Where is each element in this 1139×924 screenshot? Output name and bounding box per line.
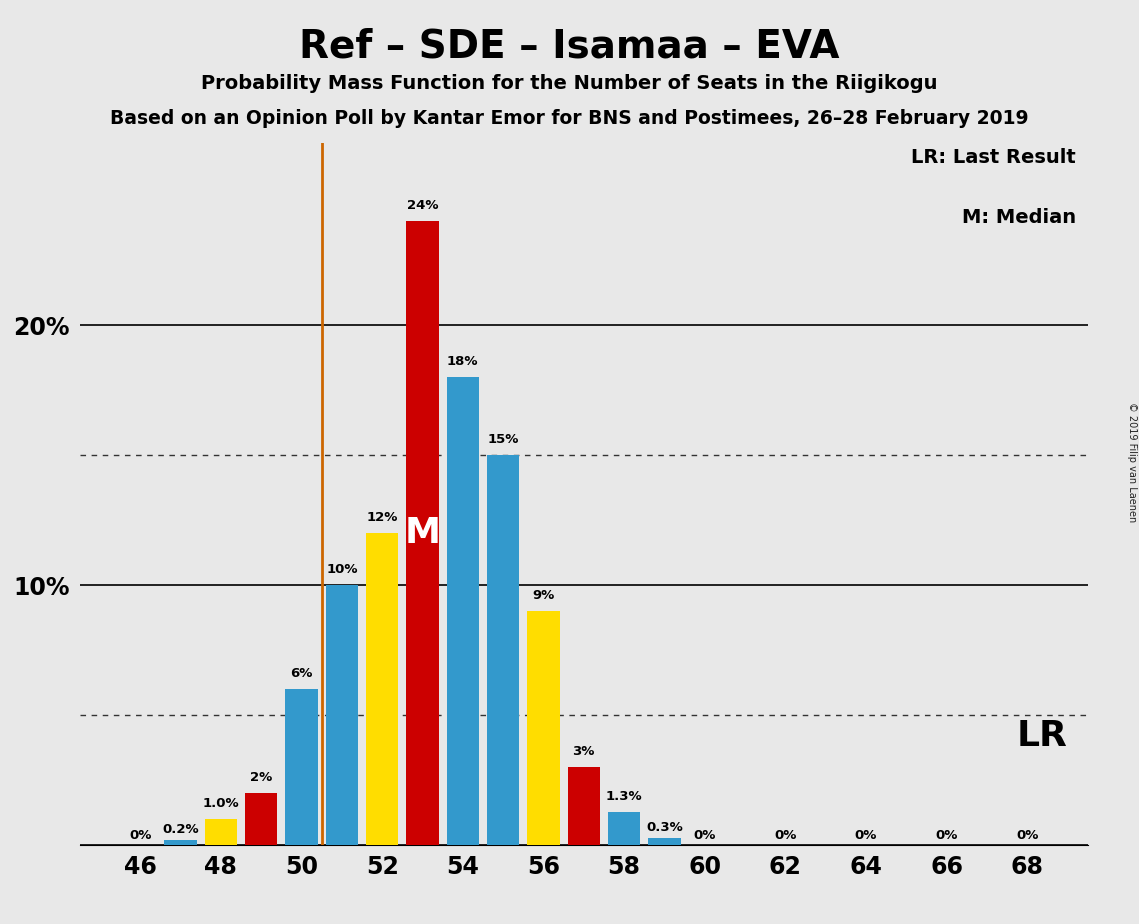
Bar (366, 533, 399, 845)
Bar (567, 768, 600, 845)
Bar (245, 794, 277, 845)
Text: 3%: 3% (573, 746, 595, 759)
Text: 9%: 9% (532, 590, 555, 602)
Text: 0%: 0% (1016, 829, 1039, 842)
Text: 24%: 24% (407, 200, 439, 213)
Text: LR: LR (1017, 719, 1067, 753)
Text: LR: Last Result: LR: Last Result (911, 149, 1075, 167)
Text: Ref – SDE – Isamaa – EVA: Ref – SDE – Isamaa – EVA (300, 28, 839, 66)
Bar (205, 820, 237, 845)
Bar (527, 612, 559, 845)
Text: 0%: 0% (129, 829, 151, 842)
Bar (326, 586, 358, 845)
Text: 0%: 0% (775, 829, 796, 842)
Text: © 2019 Filip van Laenen: © 2019 Filip van Laenen (1128, 402, 1137, 522)
Text: 6%: 6% (290, 667, 313, 680)
Text: 0%: 0% (935, 829, 958, 842)
Text: Based on an Opinion Poll by Kantar Emor for BNS and Postimees, 26–28 February 20: Based on an Opinion Poll by Kantar Emor … (110, 109, 1029, 128)
Bar (608, 811, 640, 845)
Text: 0.2%: 0.2% (162, 823, 199, 836)
Bar (648, 838, 680, 845)
Text: 15%: 15% (487, 433, 518, 446)
Text: 1.0%: 1.0% (203, 797, 239, 810)
Bar (286, 689, 318, 845)
Text: 0%: 0% (694, 829, 716, 842)
Text: 10%: 10% (326, 564, 358, 577)
Text: M: Median: M: Median (961, 208, 1075, 227)
Text: 0.3%: 0.3% (646, 821, 682, 833)
Bar (164, 840, 197, 845)
Text: 1.3%: 1.3% (606, 789, 642, 803)
Text: Probability Mass Function for the Number of Seats in the Riigikogu: Probability Mass Function for the Number… (202, 74, 937, 93)
Bar (407, 221, 439, 845)
Bar (446, 377, 478, 845)
Bar (487, 456, 519, 845)
Text: M: M (404, 517, 441, 551)
Text: 18%: 18% (446, 355, 478, 368)
Text: 12%: 12% (367, 511, 398, 524)
Text: 2%: 2% (251, 772, 272, 784)
Text: 0%: 0% (854, 829, 877, 842)
